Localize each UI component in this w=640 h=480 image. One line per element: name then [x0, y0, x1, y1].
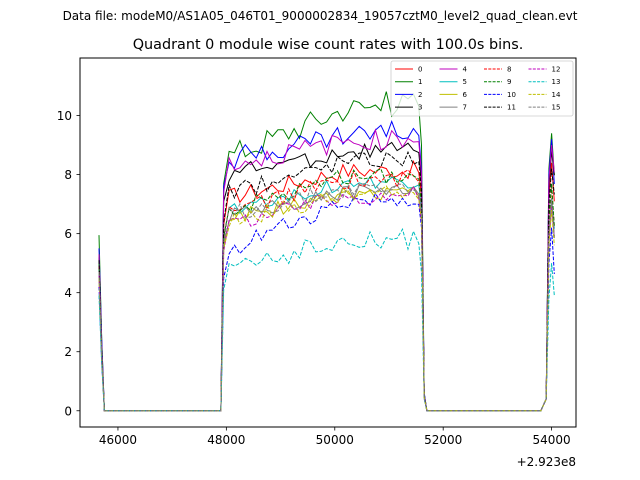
y-tick-label: 6 — [64, 227, 72, 241]
y-axis: 0 2 4 6 8 10 — [57, 109, 80, 418]
legend-label-2: 2 — [418, 91, 422, 99]
legend-label-3: 3 — [418, 104, 422, 112]
y-tick-label: 10 — [57, 109, 72, 123]
legend-label-9: 9 — [507, 78, 511, 86]
legend-label-8: 8 — [507, 66, 511, 74]
x-tick-label: 46000 — [99, 433, 137, 447]
y-tick-label: 8 — [64, 168, 72, 182]
legend-label-13: 13 — [552, 78, 561, 86]
legend-label-6: 6 — [463, 91, 468, 99]
series-line-15 — [98, 183, 555, 412]
legend-box — [390, 60, 574, 117]
legend-label-4: 4 — [463, 66, 468, 74]
y-tick-label: 0 — [64, 404, 72, 418]
legend-label-10: 10 — [507, 91, 516, 99]
series-line-14 — [98, 185, 555, 412]
legend-label-15: 15 — [552, 104, 561, 112]
legend-label-5: 5 — [463, 78, 467, 86]
legend-label-7: 7 — [463, 104, 467, 112]
x-axis: 46000 48000 50000 52000 54000 — [99, 427, 571, 447]
legend-label-12: 12 — [552, 66, 561, 74]
x-tick-label: 54000 — [533, 433, 571, 447]
legend-label-1: 1 — [418, 78, 422, 86]
series-layer — [98, 91, 555, 412]
plot-frame — [79, 57, 577, 428]
figure-suptitle: Data file: modeM0/AS1A05_046T01_90000028… — [63, 9, 578, 23]
legend-label-0: 0 — [418, 66, 422, 74]
legend-label-11: 11 — [507, 104, 516, 112]
chart-title: Quadrant 0 module wise count rates with … — [133, 37, 524, 53]
y-tick-label: 2 — [64, 345, 72, 359]
x-offset-label: +2.923e8 — [517, 455, 576, 469]
x-tick-label: 50000 — [316, 433, 354, 447]
y-tick-label: 4 — [64, 286, 72, 300]
legend-label-14: 14 — [552, 91, 561, 99]
x-tick-label: 52000 — [424, 433, 462, 447]
x-tick-label: 48000 — [207, 433, 245, 447]
